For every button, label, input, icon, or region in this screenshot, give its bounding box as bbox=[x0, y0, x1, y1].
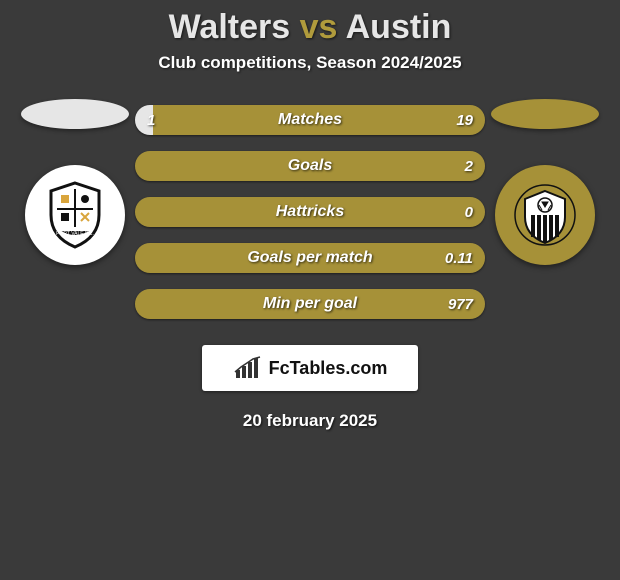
bar-label: Goals bbox=[135, 151, 485, 181]
left-club-crest: PORT VALE F.C. bbox=[25, 165, 125, 265]
svg-text:PORT VALE F.C.: PORT VALE F.C. bbox=[56, 231, 94, 237]
stat-bar: Hattricks0 bbox=[135, 197, 485, 227]
subtitle: Club competitions, Season 2024/2025 bbox=[0, 53, 620, 73]
page-title: Walters vs Austin bbox=[0, 0, 620, 53]
main-layout: PORT VALE F.C. Matches1 19 Goals2 Hattricks… bbox=[0, 99, 620, 319]
bar-label: Goals per match bbox=[135, 243, 485, 273]
bar-chart-icon bbox=[233, 356, 263, 380]
bar-label: Min per goal bbox=[135, 289, 485, 319]
stat-bar: Matches1 19 bbox=[135, 105, 485, 135]
right-club-crest bbox=[495, 165, 595, 265]
shield-icon bbox=[507, 177, 583, 253]
title-right: Austin bbox=[346, 8, 452, 46]
stat-bar: Goals per match0.11 bbox=[135, 243, 485, 273]
shield-icon: PORT VALE F.C. bbox=[39, 179, 111, 251]
stat-bar: Min per goal977 bbox=[135, 289, 485, 319]
right-player-disc bbox=[491, 99, 599, 129]
bar-right-value: 0 bbox=[465, 197, 473, 227]
bar-left-value: 1 bbox=[147, 105, 155, 135]
stat-bar: Goals2 bbox=[135, 151, 485, 181]
bar-label: Hattricks bbox=[135, 197, 485, 227]
right-column bbox=[485, 99, 605, 265]
fctables-logo: FcTables.com bbox=[202, 345, 418, 391]
bar-right-value: 2 bbox=[465, 151, 473, 181]
title-left: Walters bbox=[169, 8, 291, 46]
logo-text: FcTables.com bbox=[269, 358, 388, 379]
bar-label: Matches bbox=[135, 105, 485, 135]
bar-right-value: 19 bbox=[456, 105, 473, 135]
comparison-bars: Matches1 19 Goals2 Hattricks0 Goals per matc… bbox=[135, 99, 485, 319]
bar-right-value: 0.11 bbox=[445, 243, 473, 273]
left-column: PORT VALE F.C. bbox=[15, 99, 135, 265]
left-player-disc bbox=[21, 99, 129, 129]
date: 20 february 2025 bbox=[0, 411, 620, 431]
title-vs: vs bbox=[300, 8, 338, 46]
bar-right-value: 977 bbox=[448, 289, 473, 319]
